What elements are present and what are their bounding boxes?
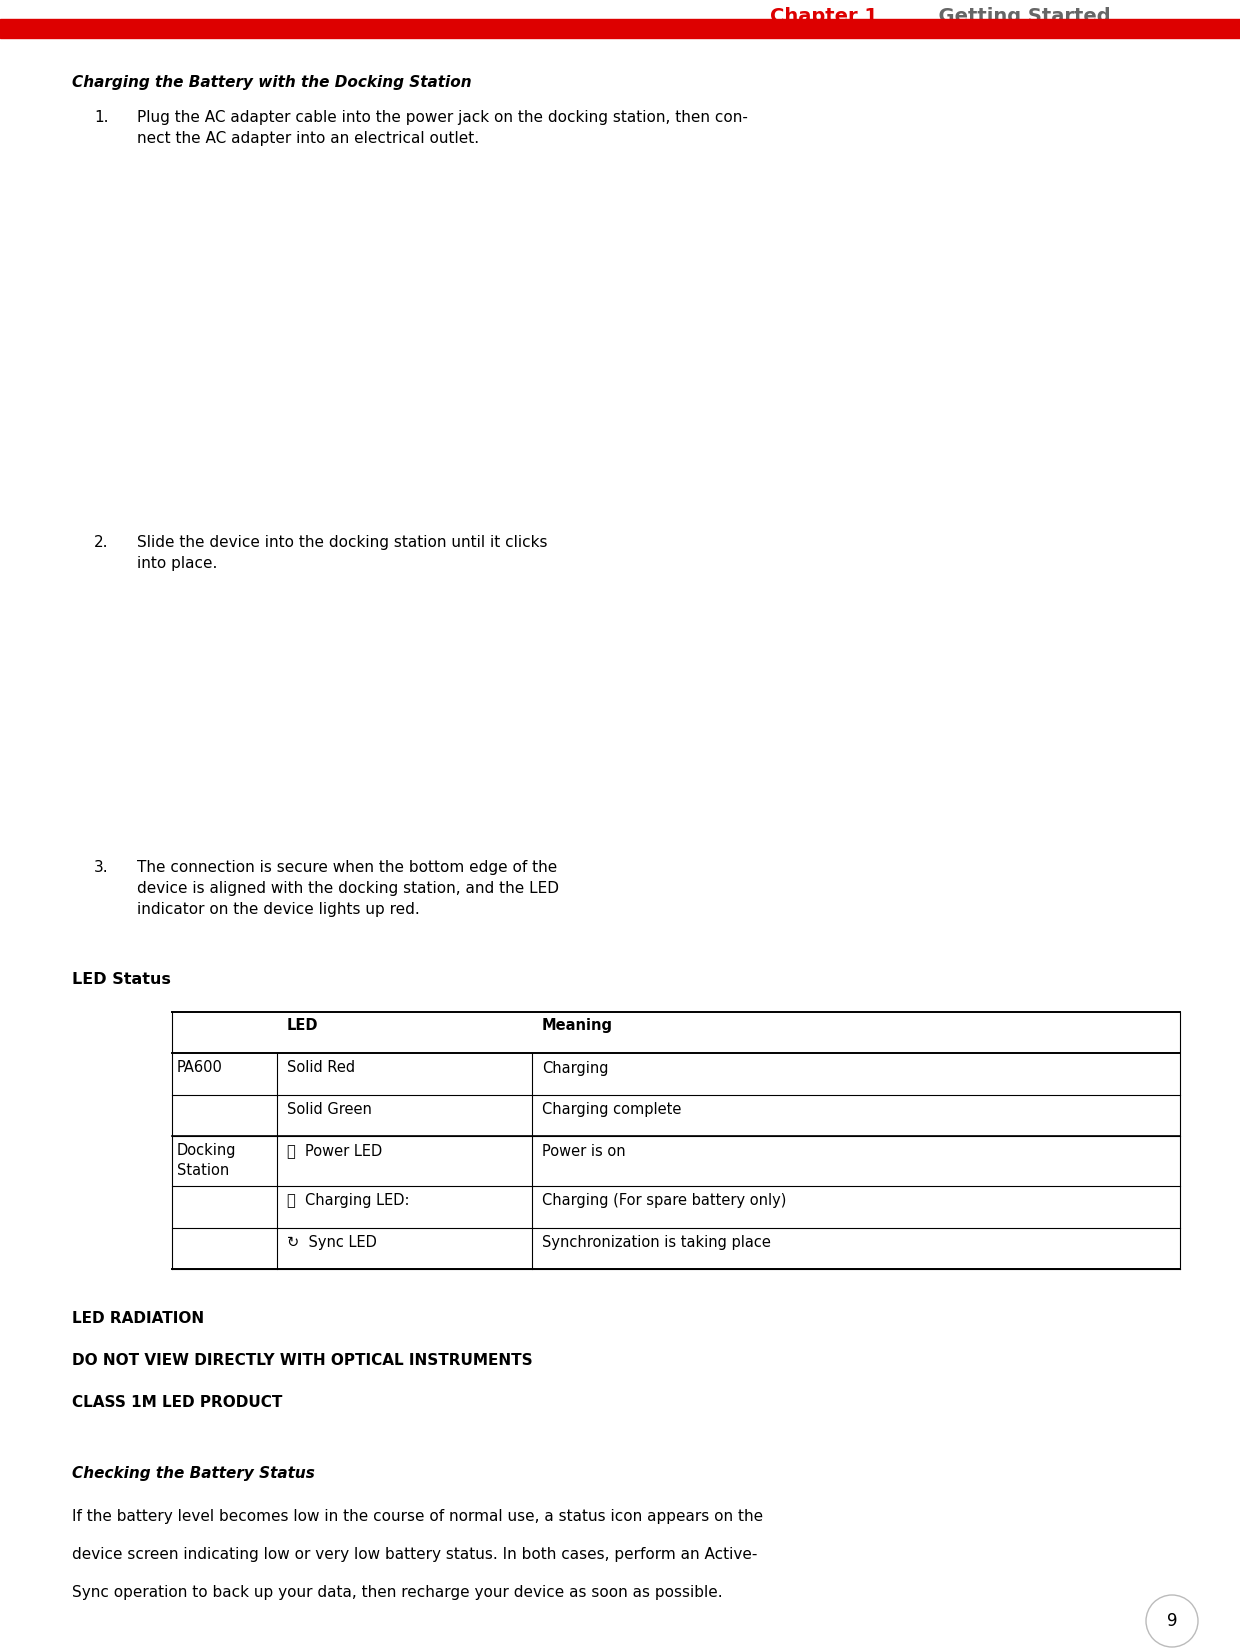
Text: ⏻  Charging LED:: ⏻ Charging LED:	[286, 1194, 409, 1209]
Text: 2.: 2.	[94, 535, 109, 550]
Text: LED Status: LED Status	[72, 972, 171, 987]
Bar	[0, 20, 1240, 38]
Text: Meaning: Meaning	[542, 1019, 613, 1034]
Text: Solid Red: Solid Red	[286, 1060, 355, 1075]
Text: device screen indicating low or very low battery status. In both cases, perform : device screen indicating low or very low…	[72, 1547, 758, 1562]
Text: The connection is secure when the bottom edge of the
device is aligned with the : The connection is secure when the bottom…	[136, 860, 559, 916]
Text: Synchronization is taking place: Synchronization is taking place	[542, 1235, 771, 1250]
Text: LED RADIATION: LED RADIATION	[72, 1311, 205, 1326]
Text: Sync operation to back up your data, then recharge your device as soon as possib: Sync operation to back up your data, the…	[72, 1585, 723, 1600]
Text: LED: LED	[286, 1019, 319, 1034]
Text: Slide the device into the docking station until it clicks
into place.: Slide the device into the docking statio…	[136, 535, 548, 571]
Text: CLASS 1M LED PRODUCT: CLASS 1M LED PRODUCT	[72, 1395, 283, 1410]
Text: ⏻  Power LED: ⏻ Power LED	[286, 1144, 382, 1159]
Text: Checking the Battery Status: Checking the Battery Status	[72, 1466, 315, 1481]
Text: Docking
Station: Docking Station	[177, 1144, 237, 1177]
Text: Getting Started: Getting Started	[925, 7, 1111, 26]
Text: DO NOT VIEW DIRECTLY WITH OPTICAL INSTRUMENTS: DO NOT VIEW DIRECTLY WITH OPTICAL INSTRU…	[72, 1354, 533, 1369]
Text: If the battery level becomes low in the course of normal use, a status icon appe: If the battery level becomes low in the …	[72, 1509, 763, 1524]
Text: Charging (For spare battery only): Charging (For spare battery only)	[542, 1194, 786, 1209]
Text: Plug the AC adapter cable into the power jack on the docking station, then con-
: Plug the AC adapter cable into the power…	[136, 111, 748, 145]
Text: PA600: PA600	[177, 1060, 223, 1075]
Text: 3.: 3.	[94, 860, 109, 875]
Text: ↻  Sync LED: ↻ Sync LED	[286, 1235, 377, 1250]
Text: Solid Green: Solid Green	[286, 1101, 372, 1118]
Text: Charging the Battery with the Docking Station: Charging the Battery with the Docking St…	[72, 74, 471, 91]
Text: Charging: Charging	[542, 1060, 609, 1075]
Text: Charging complete: Charging complete	[542, 1101, 681, 1118]
Text: 1.: 1.	[94, 111, 109, 125]
Circle shape	[1146, 1595, 1198, 1648]
Text: Power is on: Power is on	[542, 1144, 626, 1159]
Text: 9: 9	[1167, 1611, 1177, 1630]
Text: Chapter 1: Chapter 1	[770, 7, 878, 26]
